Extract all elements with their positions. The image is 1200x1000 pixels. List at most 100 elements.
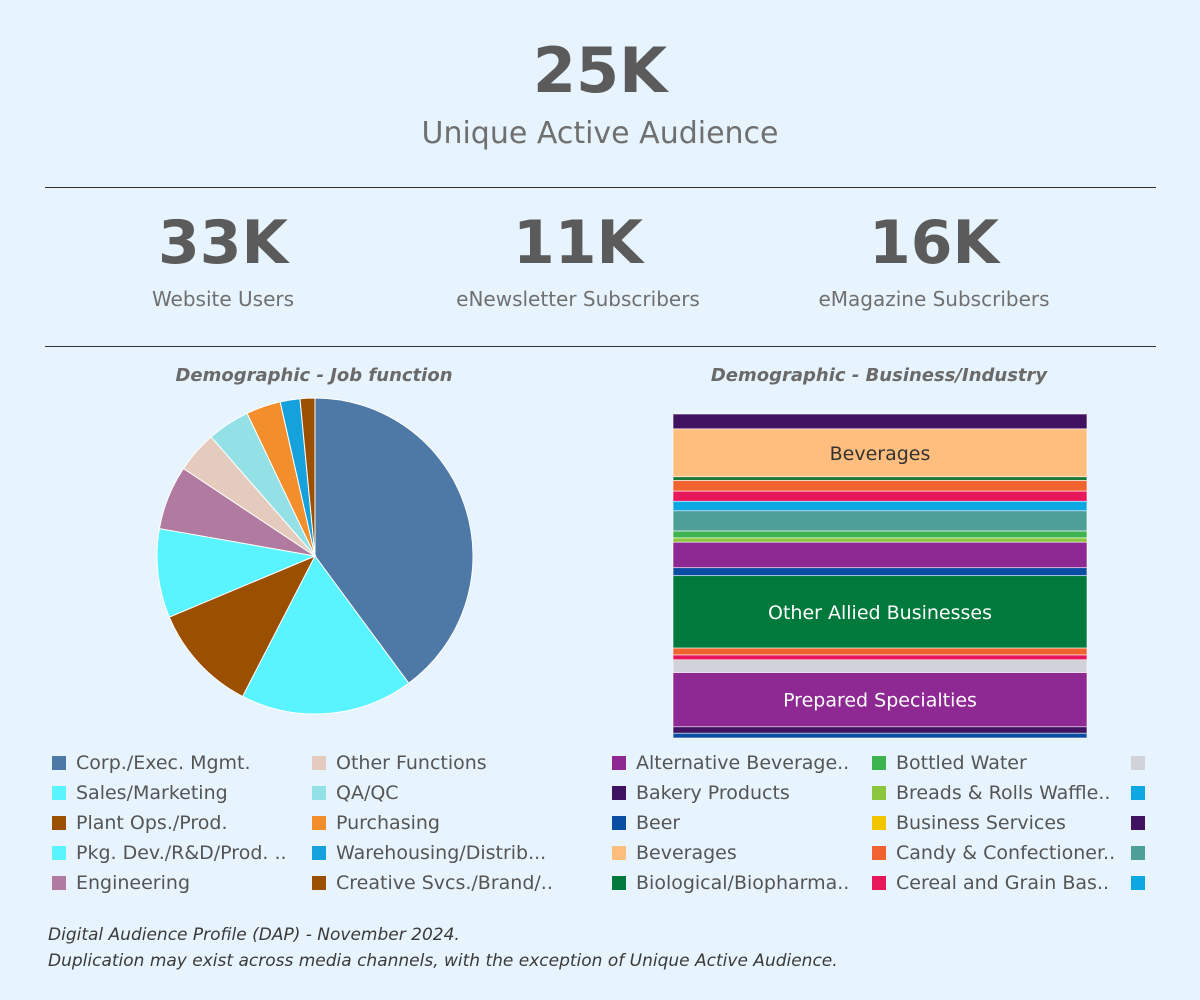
legend-label: Corp./Exec. Mgmt.	[76, 752, 251, 774]
legend-swatch	[52, 876, 66, 890]
legend-label: Breads & Rolls Waffle..	[896, 782, 1111, 804]
legend-swatch	[872, 756, 886, 770]
bar-segment-label: Beverages	[830, 443, 931, 465]
legend-item[interactable]: Pkg. Dev./R&D/Prod. ..	[52, 838, 307, 868]
legend-item[interactable]: Engineering	[52, 868, 307, 898]
legend-label: Purchasing	[336, 812, 440, 834]
bar-segment[interactable]	[672, 672, 1088, 728]
legend-item[interactable]: Warehousing/Distrib...	[312, 838, 567, 868]
pie-slice[interactable]	[156, 527, 317, 618]
bar-segment[interactable]	[672, 480, 1088, 492]
legend-item[interactable]: Beverages	[612, 838, 867, 868]
kpi-website-users: 33K Website Users	[45, 208, 401, 314]
bar-segment[interactable]	[672, 490, 1088, 502]
legend-item[interactable]: Purchasing	[312, 808, 567, 838]
legend-swatch	[52, 816, 66, 830]
legend-item[interactable]	[1131, 778, 1161, 808]
legend-item[interactable]: Candy & Confectioner..	[872, 838, 1127, 868]
legend-swatch	[872, 846, 886, 860]
legend-swatch	[872, 816, 886, 830]
legend-swatch	[872, 786, 886, 800]
bar-segment[interactable]	[672, 530, 1088, 539]
bar-segment[interactable]	[672, 726, 1088, 734]
pie-slice[interactable]	[314, 397, 474, 684]
bar-segment[interactable]	[672, 567, 1088, 577]
bar-segment[interactable]	[672, 428, 1088, 478]
legend-item[interactable]: Cereal and Grain Bas..	[872, 868, 1127, 898]
hero-metric: 25K Unique Active Audience	[0, 34, 1200, 154]
legend-label: Beverages	[636, 842, 737, 864]
legend-swatch	[312, 756, 326, 770]
bar-segment[interactable]	[672, 413, 1088, 430]
legend-swatch	[312, 846, 326, 860]
bar-segment[interactable]	[672, 541, 1088, 569]
legend-swatch	[1131, 786, 1145, 800]
legend-item[interactable]: Other Functions	[312, 748, 567, 778]
legend-swatch	[612, 876, 626, 890]
pie-slice[interactable]	[241, 555, 410, 715]
legend-item[interactable]	[1131, 838, 1161, 868]
legend-label: Bakery Products	[636, 782, 790, 804]
kpi-value: 16K	[869, 208, 999, 278]
legend-label: Candy & Confectioner..	[896, 842, 1116, 864]
legend-swatch	[872, 876, 886, 890]
bar-segment[interactable]	[672, 647, 1088, 656]
industry-chart-title: Demographic - Business/Industry	[710, 365, 1048, 386]
kpi-enewsletter-subscribers: 11K eNewsletter Subscribers	[400, 208, 756, 314]
pie-slice[interactable]	[168, 555, 317, 698]
bar-segment[interactable]	[672, 732, 1088, 739]
footnote-line-1: Digital Audience Profile (DAP) - Novembe…	[48, 925, 460, 945]
bar-segment[interactable]	[672, 500, 1088, 512]
legend-item[interactable]: Biological/Biopharma..	[612, 868, 867, 898]
job-function-chart-title: Demographic - Job function	[175, 365, 453, 386]
legend-item[interactable]: Corp./Exec. Mgmt.	[52, 748, 307, 778]
legend-swatch	[1131, 816, 1145, 830]
legend-swatch	[1131, 876, 1145, 890]
legend-swatch	[612, 756, 626, 770]
middle-divider	[45, 346, 1156, 347]
legend-label: Sales/Marketing	[76, 782, 228, 804]
legend-item[interactable]	[1131, 748, 1161, 778]
legend-item[interactable]: Bottled Water	[872, 748, 1127, 778]
legend-item[interactable]: Sales/Marketing	[52, 778, 307, 808]
footnote-line-2: Duplication may exist across media chann…	[48, 951, 838, 971]
bar-segment[interactable]	[672, 659, 1088, 673]
legend-item[interactable]: Bakery Products	[612, 778, 867, 808]
hero-label: Unique Active Audience	[421, 116, 779, 151]
kpi-value: 11K	[513, 208, 643, 278]
legend-label: Creative Svcs./Brand/..	[336, 872, 553, 894]
bar-segment[interactable]	[672, 654, 1088, 661]
kpi-label: Website Users	[151, 287, 295, 311]
bar-segment[interactable]	[672, 537, 1088, 543]
legend-item[interactable]: Creative Svcs./Brand/..	[312, 868, 567, 898]
legend-item[interactable]	[1131, 808, 1161, 838]
bar-segment[interactable]	[672, 510, 1088, 532]
legend-label: Business Services	[896, 812, 1066, 834]
bar-segment[interactable]	[672, 476, 1088, 481]
legend-label: Plant Ops./Prod.	[76, 812, 228, 834]
bar-segment[interactable]	[672, 575, 1088, 649]
legend-item[interactable]: QA/QC	[312, 778, 567, 808]
legend-item[interactable]	[1131, 868, 1161, 898]
legend-item[interactable]: Alternative Beverage..	[612, 748, 867, 778]
legend-swatch	[312, 816, 326, 830]
pie-slice[interactable]	[299, 397, 316, 557]
legend-swatch	[52, 756, 66, 770]
legend-label: Beer	[636, 812, 681, 834]
legend-swatch	[1131, 846, 1145, 860]
legend-label: Bottled Water	[896, 752, 1027, 774]
kpi-emagazine-subscribers: 16K eMagazine Subscribers	[756, 208, 1112, 314]
legend-label: Biological/Biopharma..	[636, 872, 850, 894]
legend-item[interactable]: Plant Ops./Prod.	[52, 808, 307, 838]
legend-item[interactable]: Business Services	[872, 808, 1127, 838]
legend-swatch	[612, 846, 626, 860]
legend-label: Other Functions	[336, 752, 487, 774]
legend-label: QA/QC	[336, 782, 399, 804]
hero-value: 25K	[532, 34, 668, 107]
legend-item[interactable]: Beer	[612, 808, 867, 838]
legend-label: Engineering	[76, 872, 190, 894]
legend-item[interactable]: Breads & Rolls Waffle..	[872, 778, 1127, 808]
legend-swatch	[1131, 756, 1145, 770]
